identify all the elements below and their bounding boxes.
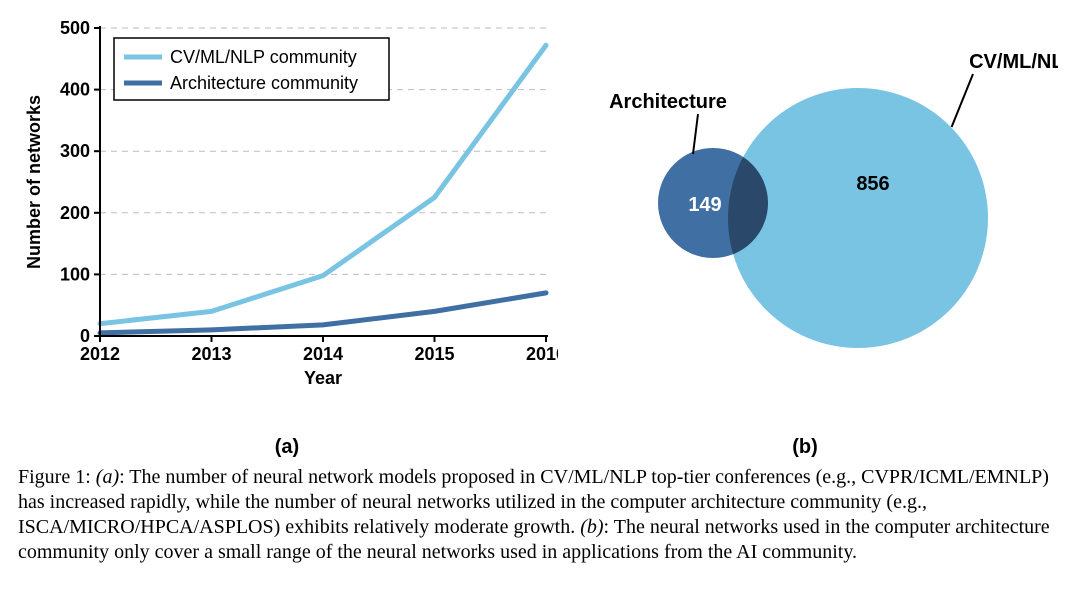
- line-series: [100, 293, 546, 333]
- legend-item: Architecture community: [170, 73, 358, 93]
- svg-text:400: 400: [60, 80, 90, 100]
- venn-label-cvml: CV/ML/NLP: [969, 51, 1058, 73]
- legend-item: CV/ML/NLP community: [170, 47, 357, 67]
- caption-label: Figure 1:: [18, 466, 91, 488]
- venn-value-arch: 149: [688, 194, 721, 216]
- svg-text:100: 100: [60, 264, 90, 284]
- caption-a-tag: (a): [96, 466, 119, 488]
- svg-text:500: 500: [60, 18, 90, 38]
- svg-text:2013: 2013: [191, 344, 231, 364]
- venn-label-arch: Architecture: [609, 91, 727, 113]
- figure-caption: Figure 1: (a): The number of neural netw…: [18, 465, 1054, 565]
- venn-circle-cvml: [728, 88, 988, 348]
- caption-b-tag: (b): [580, 516, 603, 538]
- svg-text:2016: 2016: [526, 344, 558, 364]
- svg-text:300: 300: [60, 141, 90, 161]
- svg-text:2014: 2014: [303, 344, 343, 364]
- svg-text:200: 200: [60, 203, 90, 223]
- x-axis-label: Year: [304, 368, 342, 388]
- line-chart-panel: 0 100 200 300 400 500 2012 2013 2014 2015 2016 Year…: [18, 8, 558, 428]
- sublabel-a: (a): [18, 436, 556, 459]
- sublabel-b: (b): [556, 436, 1054, 459]
- venn-chart-panel: 149 856 Architecture CV/ML/NLP: [558, 8, 1058, 428]
- svg-text:0: 0: [80, 326, 90, 346]
- svg-text:2015: 2015: [414, 344, 454, 364]
- y-axis-label: Number of networks: [24, 95, 44, 269]
- svg-text:2012: 2012: [80, 344, 120, 364]
- venn-value-cvml: 856: [856, 173, 889, 195]
